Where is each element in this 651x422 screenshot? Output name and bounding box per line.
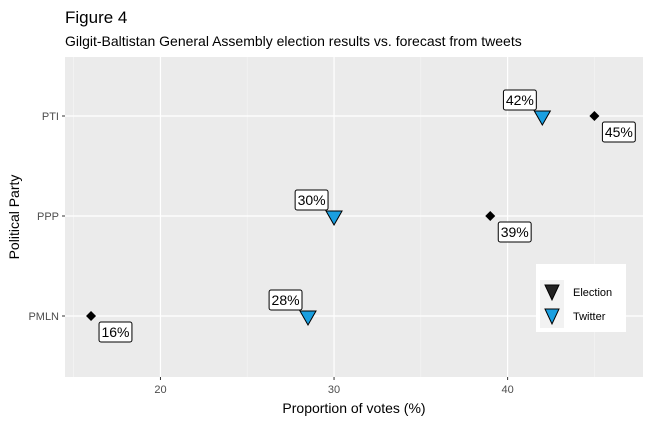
legend: Election Twitter <box>536 264 626 332</box>
data-label: 45% <box>605 124 633 140</box>
y-tick-label: PMLN <box>28 311 59 323</box>
data-label: 42% <box>506 92 534 108</box>
data-label: 16% <box>101 324 129 340</box>
legend-key-election-icon <box>544 284 560 302</box>
twitter-point <box>299 310 317 327</box>
election-point <box>86 311 97 321</box>
twitter-point <box>325 210 343 227</box>
x-tick-label: 30 <box>328 384 340 396</box>
y-tick-label: PPP <box>37 211 59 223</box>
data-label-box <box>294 189 329 211</box>
data-label-box <box>268 289 303 311</box>
axis-ticks: 20 30 40 PMLN PPP PTI <box>28 111 513 396</box>
x-tick-label: 20 <box>154 384 166 396</box>
data-label-box <box>502 89 537 111</box>
data-label: 30% <box>298 192 326 208</box>
twitter-point <box>533 110 552 127</box>
y-axis-title: Political Party <box>6 175 22 260</box>
y-tick-label: PTI <box>42 111 59 123</box>
data-label: 39% <box>501 224 529 240</box>
data-marks: 45% 39% 16% 42% 30% 28% <box>86 89 636 343</box>
data-label-box <box>98 321 133 343</box>
chart-title: Figure 4 <box>65 8 127 27</box>
data-label-box <box>497 221 532 243</box>
x-axis-title: Proportion of votes (%) <box>282 400 425 416</box>
legend-key-twitter-icon <box>544 308 560 326</box>
election-point <box>589 111 600 121</box>
x-tick-label: 40 <box>501 384 513 396</box>
chart-subtitle: Gilgit-Baltistan General Assembly electi… <box>65 33 522 49</box>
election-point <box>485 211 496 221</box>
legend-label-twitter: Twitter <box>573 311 606 323</box>
legend-label-election: Election <box>573 287 612 299</box>
data-label-box <box>601 121 636 143</box>
data-label: 28% <box>272 292 300 308</box>
